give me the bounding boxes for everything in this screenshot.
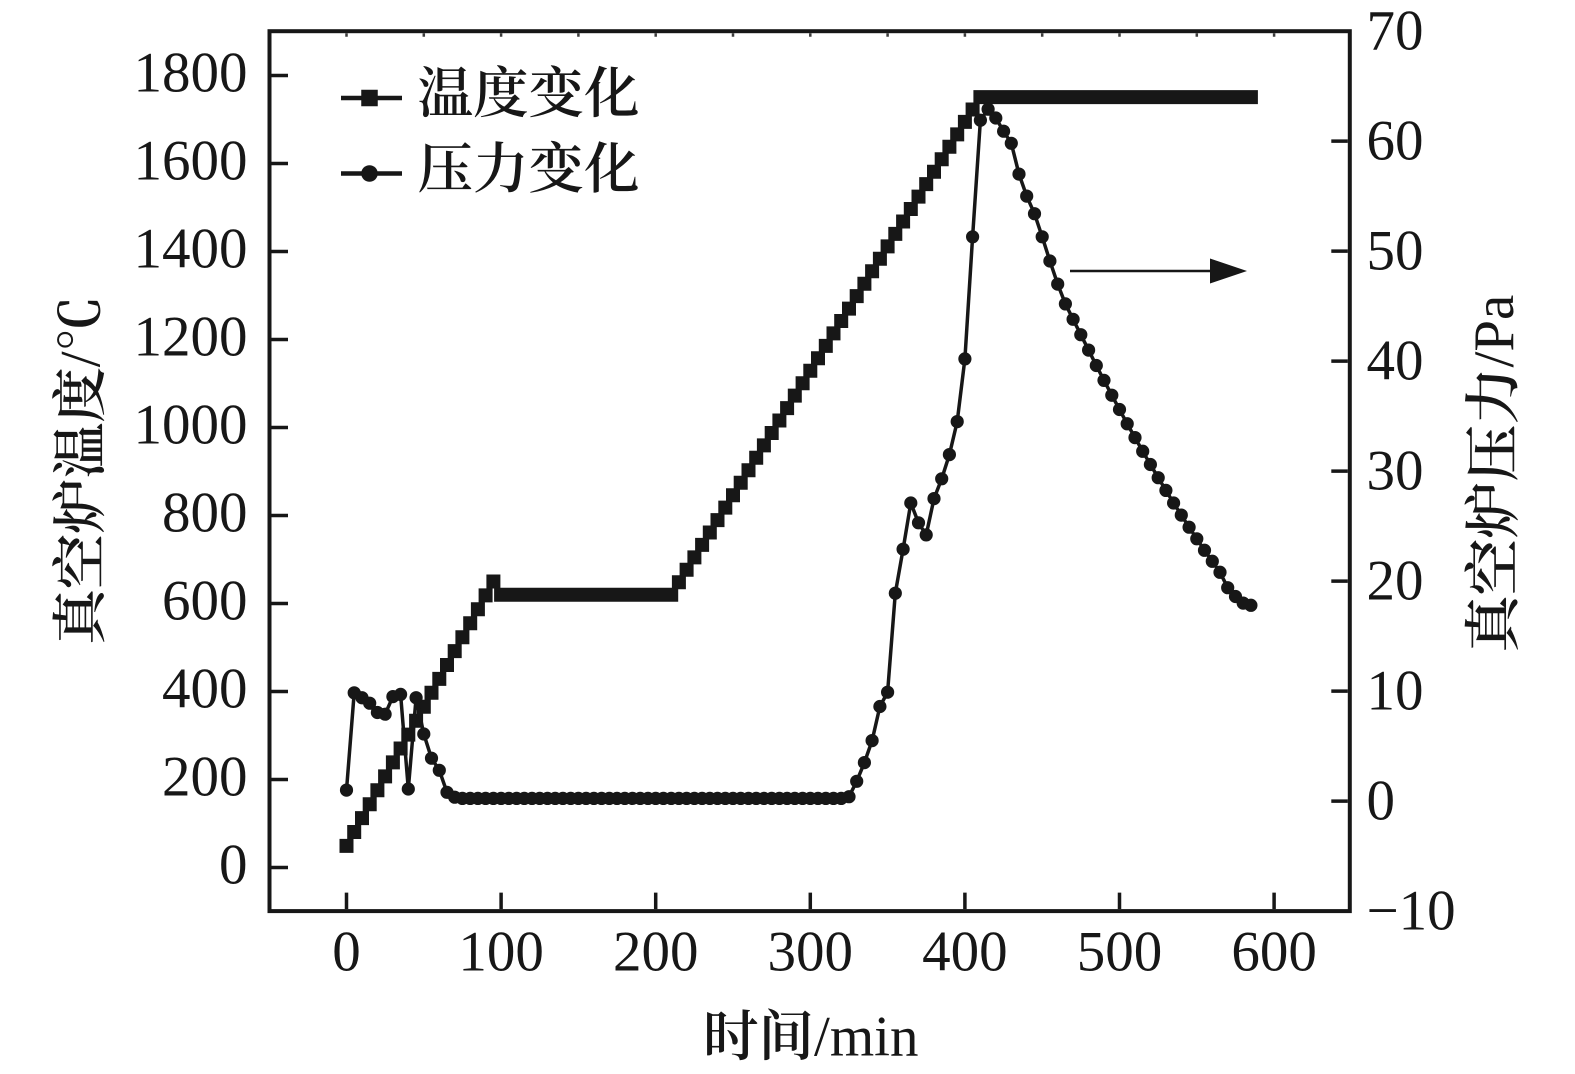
svg-text:400: 400 (162, 658, 248, 721)
svg-text:1400: 1400 (134, 218, 248, 281)
svg-text:600: 600 (162, 570, 248, 633)
svg-text:400: 400 (922, 921, 1008, 984)
svg-text:200: 200 (162, 746, 248, 809)
svg-text:500: 500 (1077, 921, 1163, 984)
svg-text:/min: /min (814, 1006, 919, 1069)
svg-text:10: 10 (1367, 660, 1424, 723)
svg-text:1600: 1600 (134, 130, 248, 193)
svg-text:1800: 1800 (134, 42, 248, 105)
svg-text:60: 60 (1367, 110, 1424, 173)
svg-text:0: 0 (1367, 770, 1396, 833)
svg-text:0: 0 (219, 834, 248, 897)
svg-text:40: 40 (1367, 330, 1424, 393)
svg-text:70: 70 (1367, 0, 1424, 63)
svg-text:600: 600 (1231, 921, 1317, 984)
svg-text:100: 100 (458, 921, 544, 984)
svg-text:0: 0 (332, 921, 361, 984)
svg-text:/: / (50, 351, 113, 367)
svg-text:300: 300 (768, 921, 854, 984)
svg-text:1200: 1200 (134, 306, 248, 369)
svg-text:1000: 1000 (134, 394, 248, 457)
svg-text:50: 50 (1367, 220, 1424, 283)
svg-text:800: 800 (162, 482, 248, 545)
svg-text:30: 30 (1367, 440, 1424, 503)
svg-text:20: 20 (1367, 550, 1424, 613)
svg-text:/Pa: /Pa (1463, 295, 1526, 368)
svg-text:−10: −10 (1367, 880, 1456, 943)
svg-text:200: 200 (613, 921, 699, 984)
